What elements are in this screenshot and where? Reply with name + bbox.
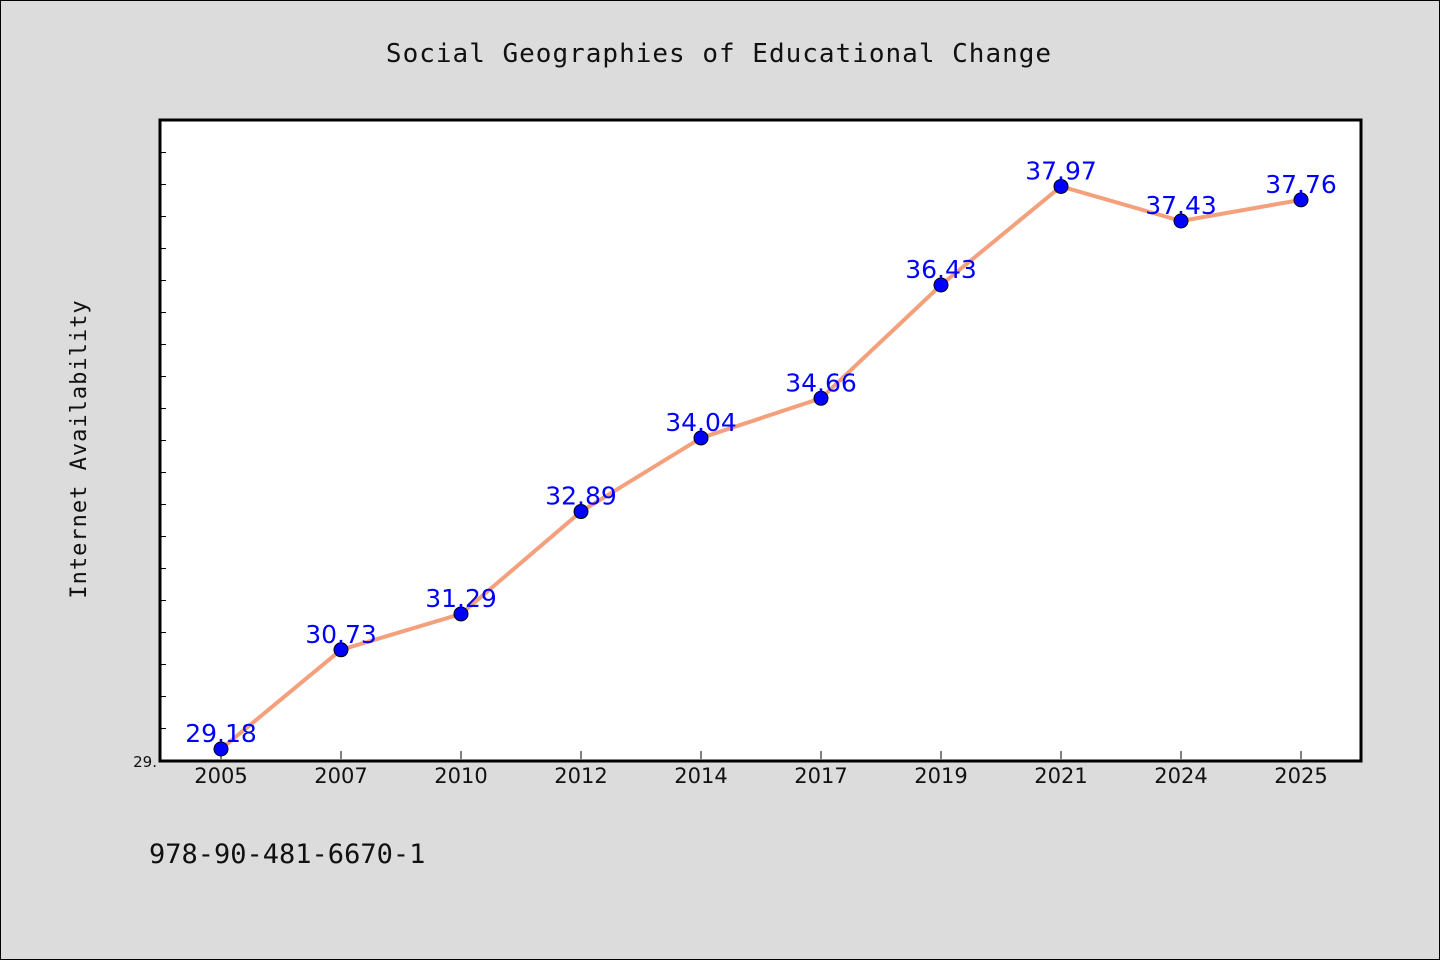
data-label: 30.73 — [305, 620, 377, 649]
x-tick-label: 2021 — [1034, 764, 1087, 788]
x-tick-label: 2025 — [1274, 764, 1327, 788]
x-tick-label: 2014 — [674, 764, 727, 788]
data-label: 37.43 — [1145, 191, 1217, 220]
data-label: 29.18 — [185, 719, 257, 748]
data-point — [1053, 178, 1069, 194]
data-point — [333, 642, 349, 658]
y-axis-ticks — [160, 152, 166, 730]
data-point — [213, 741, 229, 757]
x-tick-label: 2017 — [794, 764, 847, 788]
data-point — [933, 277, 949, 293]
x-tick-label: 2024 — [1154, 764, 1207, 788]
chart-title: Social Geographies of Educational Change — [386, 39, 1052, 69]
data-point — [813, 390, 829, 406]
data-label: 31.29 — [425, 584, 497, 613]
data-label: 37.97 — [1025, 156, 1097, 185]
data-markers — [213, 178, 1309, 757]
data-point — [1293, 192, 1309, 208]
data-point — [693, 430, 709, 446]
data-label: 34.66 — [785, 368, 857, 397]
data-labels: 29.18 30.73 31.29 32.89 34.04 34.66 36.43 37.97… — [185, 156, 1337, 748]
x-axis: 2005 2007 2010 2012 2014 2017 2019 2021 2024 2025 — [194, 751, 1328, 788]
data-label: 36.43 — [905, 255, 977, 284]
plot-area — [158, 118, 1363, 763]
data-label: 32.89 — [545, 482, 617, 511]
x-tick-label: 2019 — [914, 764, 967, 788]
data-label: 34.04 — [665, 408, 737, 437]
data-point — [573, 504, 589, 520]
y-axis-label: Internet Availability — [67, 299, 92, 598]
data-point — [1173, 213, 1189, 229]
y-tick-label: 29. — [133, 753, 157, 771]
x-tick-label: 2005 — [194, 764, 247, 788]
isbn-text: 978-90-481-6670-1 — [149, 839, 425, 870]
series-line — [219, 184, 1302, 751]
series-line-group — [219, 184, 1302, 751]
x-tick-label: 2007 — [314, 764, 367, 788]
x-tick-label: 2012 — [554, 764, 607, 788]
data-point — [453, 606, 469, 622]
data-label: 37.76 — [1265, 170, 1337, 199]
x-tick-label: 2010 — [434, 764, 487, 788]
